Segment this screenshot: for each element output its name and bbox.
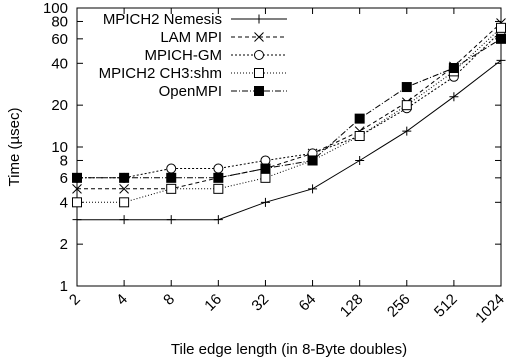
plus-marker — [119, 215, 129, 225]
plus-marker — [355, 155, 365, 165]
plus-marker — [260, 197, 270, 207]
filled-square-marker — [119, 172, 130, 183]
square-marker — [213, 183, 224, 194]
legend-entry: MPICH2 CH3:shm — [99, 65, 287, 82]
plus-marker — [496, 55, 506, 65]
series-line — [77, 30, 502, 179]
x-tick-label: 2 — [66, 291, 84, 309]
cross-marker — [254, 32, 264, 42]
y-tick-label: 1 — [60, 278, 68, 295]
square-marker — [72, 197, 82, 208]
circle-marker — [213, 163, 224, 174]
series-line — [77, 38, 502, 179]
x-tick-label: 128 — [337, 291, 367, 321]
square-marker — [119, 197, 130, 208]
filled-square-marker — [213, 172, 224, 183]
legend-label: LAM MPI — [160, 29, 222, 46]
x-tick-label: 64 — [296, 291, 320, 315]
filled-square-marker — [307, 155, 318, 166]
square-marker — [166, 183, 177, 194]
circle-marker — [254, 50, 264, 60]
square-marker — [401, 100, 412, 111]
plus-marker — [254, 14, 264, 24]
filled-square-marker — [72, 172, 82, 183]
filled-square-marker — [448, 63, 459, 74]
series-mpich2-nemesis — [72, 55, 506, 225]
y-tick-label: 40 — [51, 55, 68, 72]
filled-square-marker — [401, 82, 412, 93]
square-marker — [254, 68, 264, 78]
square-marker — [260, 172, 271, 183]
x-tick-label: 512 — [431, 291, 461, 321]
legend-entry: LAM MPI — [160, 29, 287, 46]
plus-marker — [72, 215, 82, 225]
cross-marker — [72, 183, 82, 194]
series-line — [77, 27, 502, 203]
legend-entry: MPICH-GM — [145, 47, 287, 64]
plot-frame — [76, 7, 502, 287]
y-tick-label: 20 — [51, 97, 68, 114]
series-mpich-gm — [72, 26, 506, 183]
legend-entry: OpenMPI — [159, 83, 287, 100]
square-marker — [496, 22, 506, 33]
legend-label: OpenMPI — [159, 83, 222, 100]
legend-label: MPICH2 CH3:shm — [99, 65, 222, 82]
y-tick-label: 10 — [51, 139, 68, 156]
series-mpich2-ch3-shm — [72, 22, 506, 208]
filled-square-marker — [166, 172, 177, 183]
plus-marker — [402, 126, 412, 136]
series-openmpi — [72, 33, 506, 183]
series-line — [77, 60, 502, 221]
y-tick-label: 4 — [60, 194, 68, 211]
legend-label: MPICH2 Nemesis — [103, 11, 222, 28]
x-axis-label: Tile edge length (in 8-Byte doubles) — [171, 341, 407, 358]
filled-square-marker — [254, 86, 264, 96]
series-layer — [72, 18, 506, 225]
filled-square-marker — [496, 33, 506, 44]
x-tick-label: 1024 — [472, 291, 508, 327]
cross-marker — [119, 183, 129, 194]
square-marker — [354, 130, 365, 141]
circle-marker — [166, 163, 177, 174]
x-tick-label: 32 — [248, 291, 272, 315]
series-line — [77, 22, 502, 190]
y-tick-label: 80 — [51, 13, 68, 30]
x-tick-label: 16 — [201, 291, 225, 315]
plus-marker — [308, 184, 318, 194]
legend-entry: MPICH2 Nemesis — [103, 11, 287, 28]
y-tick-label: 2 — [60, 236, 68, 253]
y-axis-label: Time (µsec) — [6, 108, 23, 187]
x-tick-label: 8 — [160, 291, 178, 309]
y-tick-label: 60 — [51, 31, 68, 48]
plus-marker — [449, 92, 459, 102]
filled-square-marker — [354, 113, 365, 124]
y-tick-label: 6 — [60, 170, 68, 187]
plus-marker — [213, 215, 223, 225]
y-tick-label: 100 — [43, 0, 68, 17]
plus-marker — [166, 215, 176, 225]
filled-square-marker — [260, 163, 271, 174]
y-tick-label: 8 — [60, 152, 68, 169]
x-tick-label: 4 — [113, 291, 131, 309]
x-tick-label: 256 — [384, 291, 414, 321]
legend-label: MPICH-GM — [145, 47, 223, 64]
